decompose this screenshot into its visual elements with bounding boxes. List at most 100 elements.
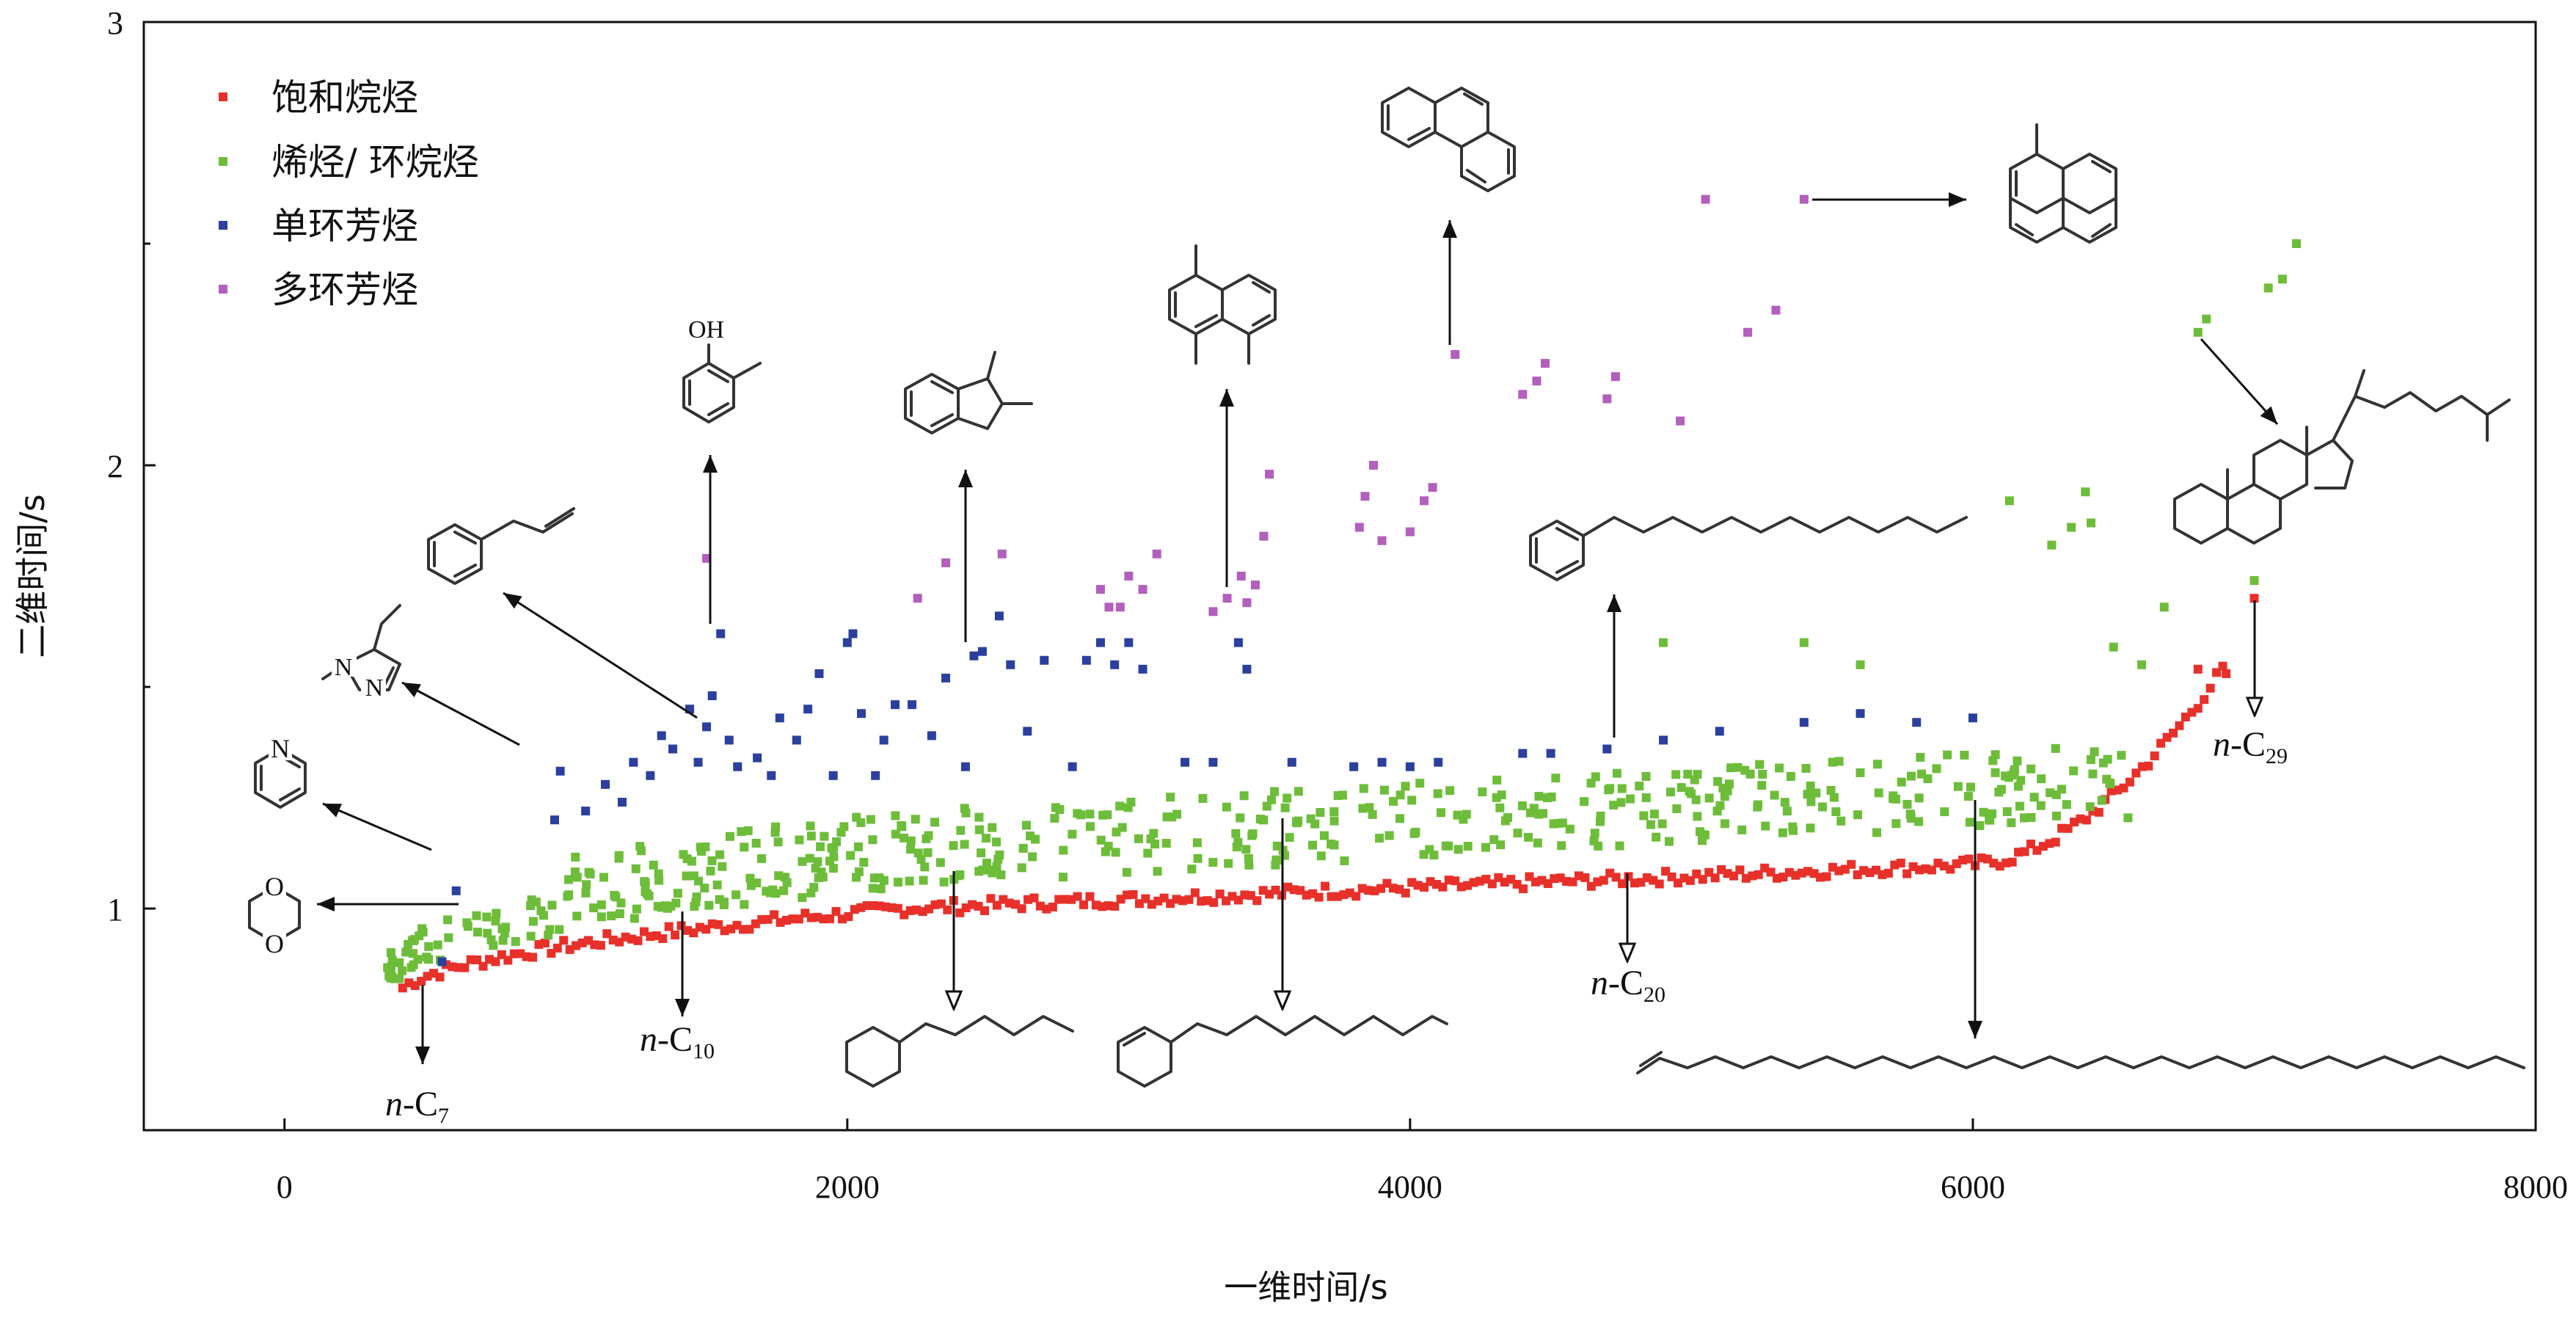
saturated-point (2150, 751, 2159, 760)
olefin-point (689, 871, 698, 881)
olefin-point (385, 966, 395, 975)
olefin-point (1975, 820, 1985, 830)
polyaromatic-point (1138, 585, 1147, 594)
olefin-point (483, 928, 492, 938)
monoaromatic-point (733, 762, 742, 771)
olefin-point (1831, 807, 1841, 817)
olefin-point (1672, 804, 1682, 813)
olefin-point (977, 848, 986, 858)
olefin-point (1914, 793, 1924, 803)
olefin-point (2103, 754, 2112, 764)
olefin-point (1329, 807, 1339, 817)
monoaromatic-point (1659, 735, 1668, 745)
saturated-point (1618, 879, 1627, 889)
saturated-point (1017, 904, 1026, 914)
olefin-point (1503, 813, 1512, 823)
olefin-point (398, 966, 407, 975)
olefin-point (2085, 802, 2095, 812)
olefin-point (715, 895, 724, 904)
polyaromatic-point (997, 549, 1007, 558)
olefin-point (920, 862, 930, 872)
monoaromatic-point (716, 629, 726, 638)
olefin-point (876, 884, 886, 894)
olefin-point (1594, 841, 1603, 851)
polyaromatic-point (1428, 483, 1437, 492)
olefin-point (547, 900, 557, 910)
x-tick-label-2: 4000 (1378, 1169, 1442, 1205)
olefin-point (1401, 782, 1410, 791)
olefin-point (1375, 834, 1384, 843)
olefin-point (2109, 642, 2118, 652)
olefin-point (1270, 787, 1280, 796)
olefin-point (916, 855, 926, 865)
olefin-point (1720, 819, 1729, 829)
olefin-point (1017, 863, 1026, 873)
olefin-point (846, 851, 855, 860)
monoaromatic-point (1124, 638, 1134, 647)
olefin-point (1932, 764, 1941, 774)
saturated-point (1128, 889, 1138, 899)
monoaromatic-point (437, 957, 447, 967)
olefin-point (706, 866, 715, 876)
saturated-point (1215, 889, 1225, 899)
arrow-cholestane (2200, 338, 2279, 426)
olefin-point (1517, 801, 1527, 810)
indane-structure (904, 351, 1033, 434)
olefin-point (2263, 283, 2273, 293)
saturated-point (2007, 857, 2017, 867)
olefin-point (1409, 829, 1419, 838)
olefin-point (1272, 841, 1282, 851)
olefin-point (1022, 820, 1032, 830)
olefin-point (1917, 769, 1927, 779)
monoaromatic-point (767, 771, 776, 780)
olefin-point (1248, 829, 1258, 839)
saturated-point (1252, 896, 1262, 906)
olefin-point (712, 880, 722, 889)
olefin-point (1340, 856, 1349, 865)
polyaromatic-point (1602, 394, 1612, 404)
saturated-point (1580, 873, 1590, 882)
saturated-point (2144, 761, 2153, 771)
olefin-point (1395, 790, 1405, 800)
monoaromatic-point (1856, 709, 1865, 718)
olefin-point (1693, 812, 1702, 821)
saturated-point (2193, 704, 2203, 713)
saturated-point (770, 910, 779, 920)
olefin-point (1294, 787, 1303, 796)
olefin-point (1960, 750, 1969, 760)
pyrazole-structure: N N (321, 604, 401, 702)
olefin-point (1534, 792, 1544, 801)
olefin-point (1111, 848, 1120, 857)
olefin-point (1811, 788, 1821, 798)
olefin-point (631, 864, 641, 873)
saturated-point (552, 943, 562, 953)
monoaromatic-point (1912, 718, 1922, 727)
olefin-point (2088, 769, 2098, 779)
saturated-point (1822, 872, 1831, 881)
olefin-point (1829, 793, 1839, 802)
olefin-point (919, 876, 928, 885)
olefin-point (1780, 798, 1789, 807)
olefin-point (1723, 786, 1732, 796)
monoaromatic-point (977, 647, 987, 656)
olefin-point (463, 922, 472, 931)
olefin-point (974, 812, 984, 822)
label-nc29: n-C29 (2213, 725, 2288, 768)
olefin-point (2013, 756, 2022, 765)
monoaromatic-point (753, 753, 762, 763)
olefin-point (757, 854, 767, 863)
olefin-point (773, 837, 783, 847)
olefin-point (424, 942, 434, 951)
olefin-point (1906, 771, 1916, 781)
olefin-point (2159, 603, 2169, 612)
monoaromatic-point (1968, 713, 1977, 723)
olefin-point (2047, 540, 2057, 550)
saturated-point (1209, 898, 1219, 907)
monoaromatic-point (618, 798, 627, 807)
olefin-point (923, 848, 933, 857)
olefin-point (657, 903, 666, 912)
saturated-point (1079, 900, 1088, 909)
saturated-point (1184, 895, 1194, 904)
olefin-point (1551, 774, 1561, 783)
polyaromatic-point (1242, 598, 1252, 608)
